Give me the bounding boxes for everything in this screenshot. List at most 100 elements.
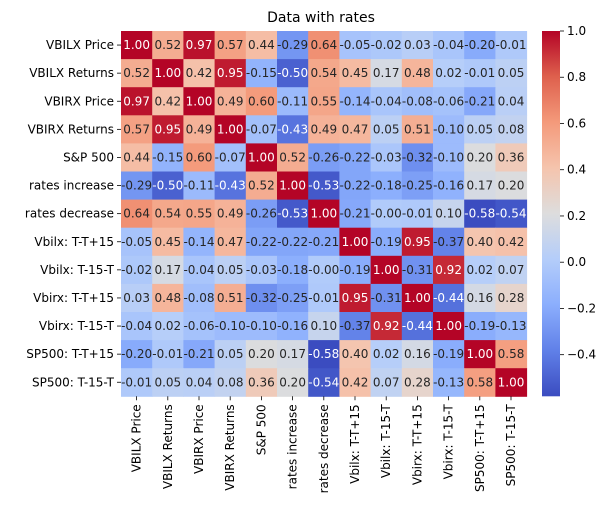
cell-annotation: 0.16 (466, 291, 493, 305)
cell-annotation: 1.00 (123, 38, 150, 52)
heatmap-cell (370, 59, 403, 88)
cell-annotation: -0.19 (464, 319, 495, 333)
cell-annotation: 0.52 (123, 66, 150, 80)
cell-annotation: 0.97 (186, 38, 213, 52)
heatmap-cell (339, 312, 372, 341)
cell-annotation: 0.95 (342, 291, 369, 305)
x-tick-label: rates increase (286, 404, 300, 489)
heatmap-cell (152, 312, 184, 341)
cell-annotation: 1.00 (466, 347, 493, 361)
heatmap-cell (183, 227, 216, 257)
cell-annotation: 0.52 (154, 38, 181, 52)
cell-annotation: -0.13 (433, 375, 464, 389)
cell-annotation: -0.02 (121, 263, 152, 277)
heatmap-cell (401, 227, 434, 257)
cell-annotation: -0.19 (339, 263, 370, 277)
heatmap-cell (308, 283, 340, 313)
heatmap-cell (121, 283, 153, 313)
heatmap-cell (121, 312, 153, 341)
heatmap-cell (245, 227, 278, 257)
cell-annotation: -0.00 (308, 263, 339, 277)
heatmap-cell (433, 312, 465, 341)
heatmap-cell (308, 115, 340, 144)
heatmap-cell (214, 143, 247, 172)
x-tick-label: Vbilx: T-15-T (379, 404, 393, 479)
cell-annotation: 0.57 (123, 122, 150, 136)
y-tick-label: VBIRX Price (44, 94, 114, 108)
heatmap-cell (277, 171, 309, 201)
cell-annotation: 1.00 (404, 291, 431, 305)
cell-annotation: -0.50 (277, 66, 308, 80)
heatmap-cell (401, 115, 434, 144)
heatmap-cell (277, 368, 309, 397)
heatmap-cell (401, 143, 434, 172)
heatmap-cell (339, 171, 372, 201)
cell-annotation: -0.03 (246, 263, 277, 277)
heatmap-cell (433, 368, 465, 397)
heatmap-cell (401, 171, 434, 201)
cell-annotation: -0.06 (183, 319, 214, 333)
heatmap-cell (401, 31, 434, 60)
heatmap-cell (370, 283, 403, 313)
y-tick-label: VBILX Returns (29, 66, 114, 80)
heatmap-cell (401, 283, 434, 313)
heatmap-cell (339, 87, 372, 116)
cell-annotation: -0.54 (308, 375, 339, 389)
heatmap-cell (183, 283, 216, 313)
heatmap-cell (245, 59, 278, 88)
heatmap-cell (245, 283, 278, 313)
heatmap-cell (433, 283, 465, 313)
heatmap-cell (277, 87, 309, 116)
cell-annotation: -0.32 (402, 150, 433, 164)
cell-annotation: 0.49 (217, 94, 244, 108)
cell-annotation: -0.16 (433, 179, 464, 193)
cell-annotation: 0.47 (217, 235, 244, 249)
cell-annotation: -0.37 (339, 319, 370, 333)
heatmap-cell (245, 255, 278, 285)
cell-annotation: 0.49 (186, 122, 213, 136)
heatmap-cell (214, 199, 247, 229)
cell-annotation: -0.15 (246, 66, 277, 80)
heatmap-cell (277, 255, 309, 285)
heatmap-cell (183, 255, 216, 285)
cell-annotation: -0.29 (121, 179, 152, 193)
y-tick-label: Vbirx: T-T+15 (33, 291, 114, 305)
cell-annotation: 0.54 (154, 207, 181, 221)
cell-annotation: 0.44 (123, 150, 150, 164)
cell-annotation: 0.48 (154, 291, 181, 305)
heatmap-cell (464, 115, 496, 144)
heatmap-cell (401, 312, 434, 341)
cell-annotation: -0.31 (371, 291, 402, 305)
cell-annotation: -0.01 (121, 375, 152, 389)
cell-annotation: -0.22 (277, 235, 308, 249)
heatmap-cell (152, 115, 184, 144)
heatmap-cell (245, 115, 278, 144)
heatmap-cell (183, 171, 216, 201)
heatmap-cell (214, 255, 247, 285)
heatmap-cell (121, 255, 153, 285)
cell-annotation: -0.25 (277, 291, 308, 305)
heatmap-cell (121, 227, 153, 257)
heatmap-cell (495, 59, 528, 88)
cell-annotation: 0.17 (466, 179, 493, 193)
heatmap-cell (152, 87, 184, 116)
cell-annotation: 0.03 (123, 291, 150, 305)
cell-annotation: -0.54 (495, 207, 526, 221)
heatmap-cell (464, 227, 496, 257)
cell-annotation: -0.10 (433, 150, 464, 164)
x-tick-label: rates decrease (317, 404, 331, 493)
cell-annotation: -0.50 (152, 179, 183, 193)
cell-annotation: -0.08 (402, 94, 433, 108)
cell-annotation: 0.05 (373, 122, 400, 136)
heatmap-cell (464, 171, 496, 201)
cell-annotation: 0.03 (404, 38, 431, 52)
heatmap-cell (464, 199, 496, 229)
cell-annotation: -0.14 (339, 94, 370, 108)
cell-annotation: -0.11 (183, 179, 214, 193)
heatmap-cell (245, 368, 278, 397)
cell-annotation: 1.00 (279, 179, 306, 193)
cell-annotation: 1.00 (186, 94, 213, 108)
colorbar-tick-label: 0.8 (567, 70, 586, 84)
y-tick-label: Vbilx: T-T+15 (34, 235, 114, 249)
